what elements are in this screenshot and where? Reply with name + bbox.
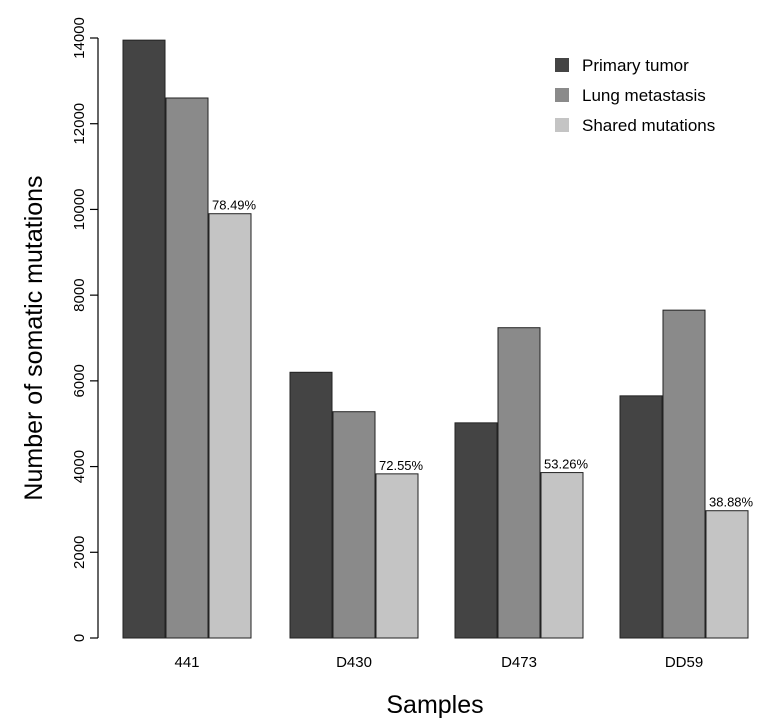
bar bbox=[454, 422, 498, 639]
y-tick-label: 6000 bbox=[71, 364, 88, 397]
data-label: 53.26% bbox=[544, 457, 589, 472]
y-tick-label: 0 bbox=[71, 634, 88, 642]
bar bbox=[540, 472, 584, 639]
data-label: 72.55% bbox=[379, 458, 424, 473]
bar bbox=[165, 97, 209, 639]
legend-swatch bbox=[555, 58, 569, 72]
y-axis-title: Number of somatic mutations bbox=[20, 175, 48, 500]
x-axis-title: Samples bbox=[386, 691, 483, 719]
y-tick-label: 14000 bbox=[71, 17, 88, 59]
legend-swatch bbox=[555, 88, 569, 102]
bar bbox=[289, 371, 333, 639]
y-tick-label: 8000 bbox=[71, 278, 88, 311]
bar bbox=[619, 395, 663, 639]
x-tick-label: 441 bbox=[174, 654, 199, 671]
legend-label: Primary tumor bbox=[582, 56, 689, 75]
bar bbox=[208, 213, 252, 639]
x-axis: 441 D430 D473 DD59 bbox=[174, 654, 703, 671]
bar bbox=[705, 510, 749, 639]
bars bbox=[122, 39, 749, 639]
data-label: 38.88% bbox=[709, 495, 754, 510]
bar bbox=[662, 309, 706, 639]
legend-label: Lung metastasis bbox=[582, 86, 706, 105]
x-tick-label: D430 bbox=[336, 654, 372, 671]
bar bbox=[122, 39, 166, 639]
legend-swatch bbox=[555, 118, 569, 132]
y-tick-label: 2000 bbox=[71, 536, 88, 569]
data-label: 78.49% bbox=[212, 198, 257, 213]
legend-label: Shared mutations bbox=[582, 116, 715, 135]
x-tick-label: DD59 bbox=[665, 654, 703, 671]
legend: Primary tumor Lung metastasis Shared mutat… bbox=[555, 56, 715, 135]
y-tick-label: 12000 bbox=[71, 103, 88, 145]
bar bbox=[332, 411, 376, 639]
y-axis: 0 2000 4000 6000 8000 10000 12000 14000 bbox=[71, 17, 99, 642]
data-labels: 78.49% 72.55% 53.26% 38.88% bbox=[212, 198, 754, 510]
x-tick-label: D473 bbox=[501, 654, 537, 671]
y-tick-label: 4000 bbox=[71, 450, 88, 483]
bar bbox=[375, 473, 419, 639]
y-tick-label: 10000 bbox=[71, 189, 88, 231]
bar bbox=[497, 327, 541, 639]
